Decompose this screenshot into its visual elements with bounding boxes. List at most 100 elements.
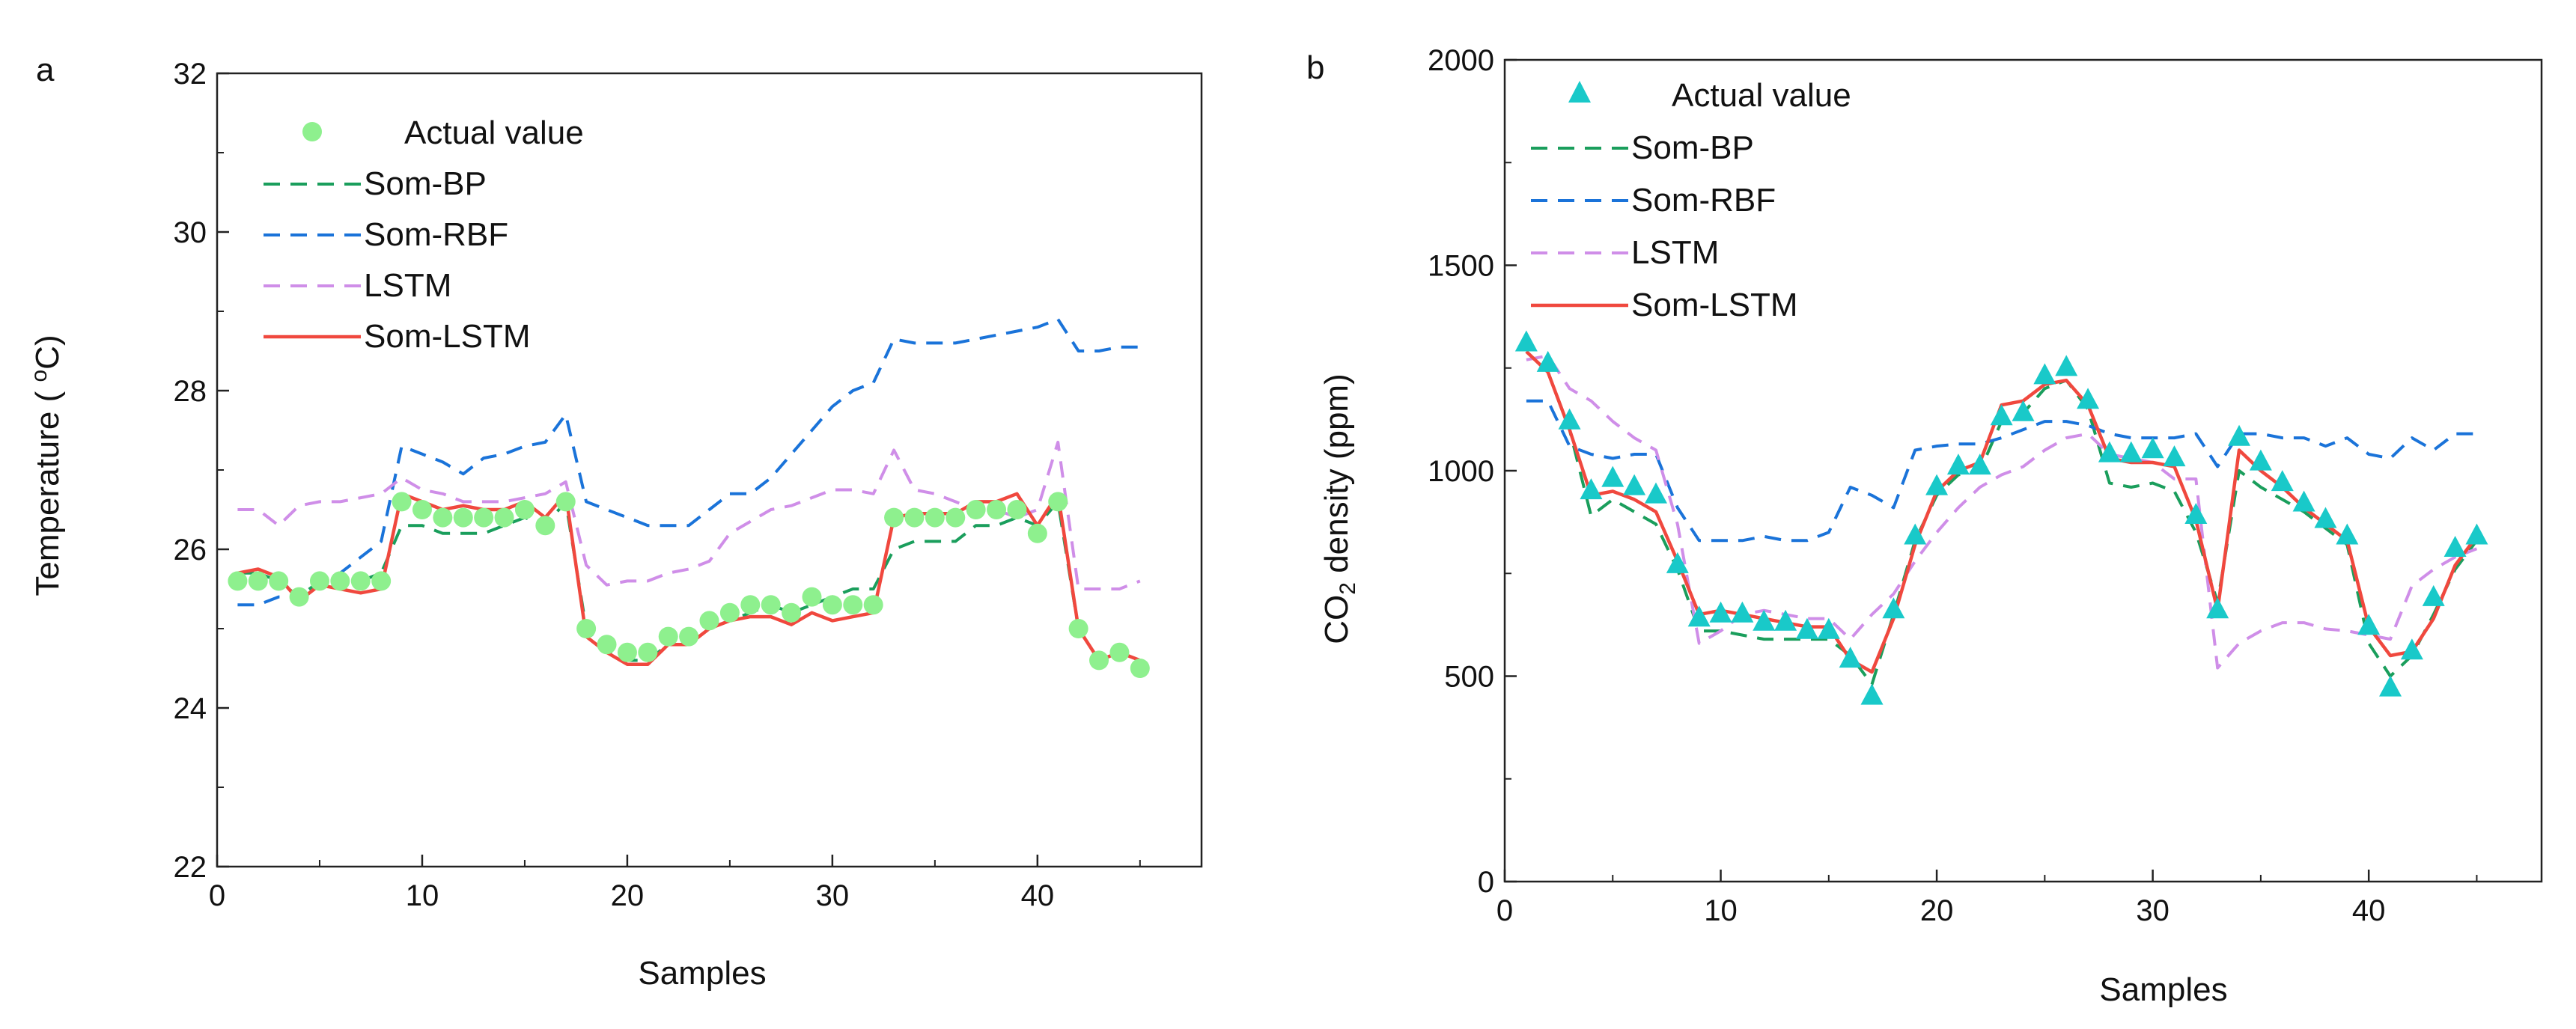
actual-value-point (1068, 619, 1088, 638)
actual-value-point (1601, 465, 1625, 487)
actual-value-point (2292, 490, 2315, 512)
actual-value-point (863, 595, 883, 615)
actual-value-point (2249, 449, 2272, 471)
actual-value-point (719, 602, 740, 623)
actual-value-point (782, 602, 802, 623)
actual-value-point (1753, 609, 1776, 631)
panel-a: a 22 24 26 28 30 32 0 10 20 30 40 Samples Tempera… (27, 52, 1203, 992)
actual-value-point (904, 507, 925, 528)
actual-value-point (638, 642, 658, 662)
y-tick-label: 1500 (1428, 250, 1494, 283)
actual-value-point (535, 516, 555, 536)
actual-value-point (350, 571, 371, 591)
actual-value-point (740, 595, 761, 615)
x-tick-label: 10 (406, 879, 439, 912)
actual-value-point (966, 500, 986, 519)
panel-a-x-axis-title: Samples (638, 955, 766, 992)
actual-value-point (1774, 609, 1797, 631)
legend-label-som-lstm: Som-LSTM (1631, 287, 1797, 323)
actual-value-point (2098, 441, 2121, 462)
panel-a-series-layer (237, 317, 1141, 666)
actual-value-point (1623, 474, 1646, 495)
y-tick-label: 26 (174, 534, 207, 567)
x-tick-label: 20 (611, 879, 645, 912)
actual-value-point (1882, 597, 1905, 619)
y-tick-label: 24 (174, 692, 207, 725)
actual-value-point (1860, 683, 1884, 705)
actual-value-point (2379, 675, 2402, 697)
actual-value-point (576, 619, 597, 638)
legend-label-som-rbf: Som-RBF (1631, 182, 1776, 219)
actual-value-point (1580, 478, 1603, 500)
legend-label-lstm: LSTM (364, 267, 451, 304)
legend-label-lstm: LSTM (1631, 234, 1719, 271)
actual-value-point (1007, 500, 1027, 519)
actual-value-point (2163, 445, 2186, 467)
legend-label-som-rbf: Som-RBF (364, 216, 508, 253)
actual-value-point (1536, 350, 1559, 372)
actual-value-point (555, 492, 576, 512)
x-tick-label: 10 (1704, 894, 1738, 927)
actual-value-point (843, 595, 863, 615)
actual-value-point (1925, 474, 1949, 495)
actual-value-point (1731, 601, 1754, 623)
actual-value-point (1558, 408, 1581, 430)
actual-value-point (2228, 424, 2251, 446)
x-tick-label: 0 (209, 879, 225, 912)
panel-b-y-axis-title: CO2 density (ppm) (1318, 373, 1360, 644)
actual-value-point (1644, 482, 1667, 504)
actual-value-point (453, 507, 473, 528)
x-tick-label: 30 (2136, 894, 2169, 927)
actual-value-point (228, 571, 248, 591)
actual-value-point (1795, 617, 1818, 639)
y-tick-label: 2000 (1428, 44, 1494, 77)
y-tick-label: 32 (174, 58, 207, 91)
y-tick-label: 0 (1478, 866, 1494, 899)
panel-a-actual-points (228, 492, 1150, 678)
actual-value-point (371, 571, 392, 591)
actual-value-point (884, 507, 904, 528)
actual-value-point (494, 507, 514, 528)
y-tick-label: 30 (174, 216, 207, 249)
actual-value-point (2206, 597, 2229, 619)
legend-label-som-bp: Som-BP (1631, 129, 1754, 166)
panel-a-letter: a (36, 52, 55, 88)
panel-b-y-axis: 0 500 1000 1500 2000 (1428, 44, 1517, 899)
actual-value-point (946, 507, 966, 528)
actual-value-point (309, 571, 329, 591)
actual-value-point (2314, 507, 2337, 528)
actual-value-point (802, 587, 822, 607)
panel-a-legend: Actual value Som-BP Som-RBF LSTM Som-LSTM (264, 114, 584, 355)
legend-label-actual-value: Actual value (404, 114, 584, 151)
y-tick-label: 1000 (1428, 455, 1494, 488)
panel-a-y-axis: 22 24 26 28 30 32 (174, 58, 229, 884)
actual-value-point (1687, 605, 1711, 627)
panel-b-x-axis: 0 10 20 30 40 (1496, 870, 2478, 927)
actual-value-point (2012, 400, 2035, 421)
x-tick-label: 40 (1021, 879, 1055, 912)
actual-value-point (1514, 330, 1538, 352)
panel-b-series-layer (1525, 350, 2479, 686)
actual-value-point (2465, 523, 2488, 545)
actual-value-point (2055, 355, 2078, 376)
actual-value-point (412, 500, 432, 519)
actual-value-point (2033, 363, 2056, 385)
y-tick-label: 28 (174, 375, 207, 408)
x-tick-label: 30 (816, 879, 850, 912)
actual-value-point (392, 492, 412, 512)
actual-value-point (248, 571, 268, 591)
x-tick-label: 40 (2352, 894, 2386, 927)
legend-actual-marker (302, 122, 322, 141)
actual-value-point (1990, 404, 2013, 426)
actual-value-point (1839, 647, 1862, 668)
panel-a-y-axis-title: Temperature ( oC) (27, 335, 66, 596)
x-tick-label: 20 (1920, 894, 1954, 927)
actual-value-point (1089, 650, 1109, 671)
legend-label-som-bp: Som-BP (364, 165, 487, 202)
actual-value-point (2336, 523, 2359, 545)
actual-value-point (2184, 503, 2208, 525)
legend-label-actual-value: Actual value (1672, 77, 1851, 114)
actual-value-point (679, 626, 699, 647)
actual-value-point (2422, 584, 2445, 606)
